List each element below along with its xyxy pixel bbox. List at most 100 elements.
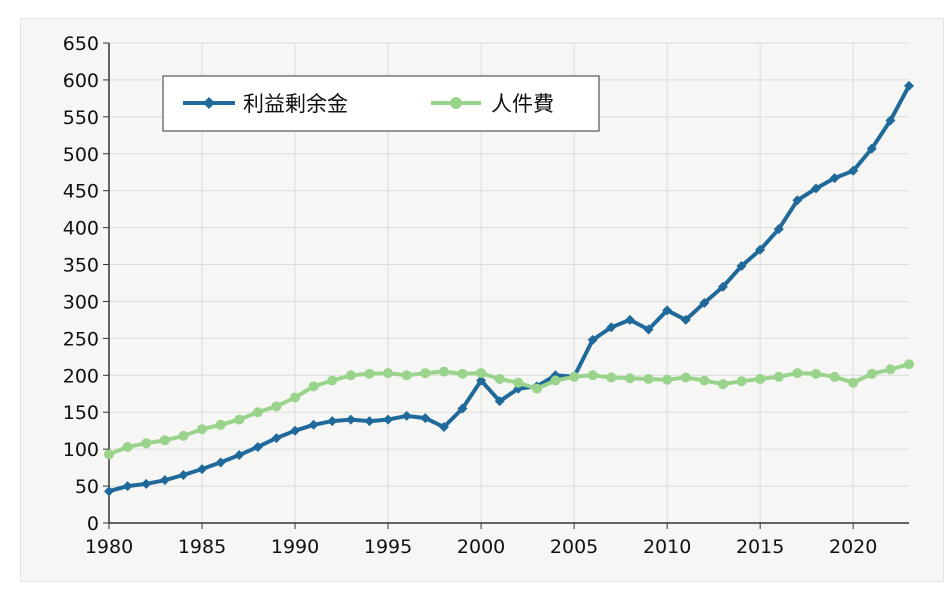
- point-0-42: [885, 115, 896, 126]
- legend-label-1: 人件費: [491, 92, 554, 116]
- point-0-38: [810, 183, 821, 194]
- series-line-1: [108, 362, 910, 457]
- legend-box: [162, 75, 600, 132]
- point-1-3: [159, 435, 170, 446]
- point-0-15: [383, 414, 394, 425]
- legend: 利益剰余金 人件費: [162, 75, 600, 132]
- y-tick-label-13: 650: [63, 33, 99, 55]
- point-1-28: [624, 373, 635, 384]
- point-1-36: [773, 371, 784, 382]
- y-tick-label-7: 350: [63, 255, 99, 277]
- point-1-10: [290, 392, 301, 403]
- point-1-5: [197, 424, 208, 435]
- point-0-39: [829, 173, 840, 184]
- point-1-16: [401, 370, 412, 381]
- point-1-38: [810, 368, 821, 379]
- point-1-12: [327, 375, 338, 386]
- point-1-34: [736, 376, 747, 387]
- point-0-18: [438, 422, 449, 432]
- legend-marker-0: [203, 97, 215, 109]
- point-1-43: [904, 359, 914, 370]
- point-0-41: [866, 143, 877, 154]
- point-0-21: [494, 396, 505, 407]
- y-tick-label-0: 0: [87, 513, 99, 535]
- point-1-29: [643, 374, 654, 384]
- point-1-15: [383, 368, 394, 379]
- point-0-9: [271, 433, 282, 444]
- x-tick-label-1: 1985: [178, 536, 226, 558]
- chart-frame: 0 50 100 150 200 250 300 350 400 450 500 550 600 650 …: [20, 18, 944, 582]
- y-tick-label-6: 300: [63, 291, 99, 313]
- point-1-39: [829, 371, 840, 382]
- y-tick-label-8: 400: [63, 218, 99, 240]
- point-0-33: [717, 281, 728, 292]
- point-1-24: [550, 375, 561, 386]
- point-1-33: [717, 379, 728, 390]
- y-tick-label-11: 550: [63, 107, 99, 129]
- x-tick-label-6: 2010: [643, 536, 691, 558]
- point-1-40: [848, 377, 859, 388]
- point-1-37: [792, 368, 803, 379]
- point-1-13: [345, 370, 356, 381]
- y-axis-ticks: 0 50 100 150 200 250 300 350 400 450 500 550 600 650: [63, 33, 109, 535]
- x-tick-label-0: 1980: [85, 536, 133, 558]
- point-0-37: [792, 195, 803, 206]
- y-tick-label-3: 150: [63, 402, 99, 424]
- y-tick-label-9: 450: [63, 181, 99, 203]
- point-1-17: [420, 368, 431, 379]
- point-1-20: [476, 368, 487, 379]
- point-1-6: [215, 419, 226, 430]
- point-0-34: [736, 261, 747, 272]
- x-tick-label-3: 1995: [364, 536, 412, 558]
- point-1-31: [680, 372, 691, 383]
- point-0-5: [197, 464, 208, 475]
- point-0-6: [215, 457, 226, 468]
- y-tick-label-10: 500: [63, 144, 99, 166]
- point-1-1: [122, 441, 133, 452]
- point-0-11: [308, 419, 319, 430]
- point-0-14: [364, 416, 375, 427]
- point-1-18: [438, 366, 449, 377]
- point-0-16: [401, 410, 412, 421]
- point-0-2: [141, 478, 152, 489]
- y-tick-label-2: 100: [63, 439, 99, 461]
- point-0-20: [476, 375, 487, 386]
- point-0-0: [104, 486, 114, 497]
- point-1-11: [308, 381, 319, 392]
- x-tick-label-7: 2015: [736, 536, 784, 558]
- point-0-10: [290, 425, 301, 436]
- point-0-4: [178, 470, 189, 480]
- point-0-7: [234, 450, 245, 461]
- point-0-31: [680, 314, 691, 325]
- x-tick-label-8: 2020: [829, 536, 877, 558]
- point-1-27: [606, 372, 617, 383]
- point-1-0: [104, 449, 114, 460]
- line-chart: 050100150200250300350400450500550600650 …: [63, 33, 914, 558]
- point-0-28: [624, 314, 635, 325]
- point-0-1: [122, 481, 133, 492]
- point-0-30: [662, 305, 673, 316]
- point-0-13: [345, 414, 356, 425]
- y-tick-label-4: 200: [63, 365, 99, 387]
- point-1-21: [494, 374, 505, 384]
- point-0-43: [904, 80, 914, 91]
- point-1-22: [513, 377, 524, 388]
- y-tick-label-1: 50: [75, 476, 99, 498]
- point-1-2: [141, 438, 152, 449]
- x-tick-label-4: 2000: [457, 536, 505, 558]
- series-group: [104, 80, 914, 497]
- y-tick-label-5: 250: [63, 328, 99, 350]
- point-0-3: [159, 475, 170, 486]
- point-0-29: [643, 324, 654, 335]
- point-1-14: [364, 368, 375, 379]
- series-0: [104, 80, 914, 497]
- point-1-30: [662, 374, 673, 385]
- point-0-27: [606, 322, 617, 333]
- point-0-32: [699, 297, 710, 308]
- point-1-26: [587, 370, 598, 381]
- point-1-19: [457, 368, 468, 379]
- point-0-12: [327, 416, 338, 427]
- x-tick-label-2: 1990: [271, 536, 319, 558]
- series-line-0: [108, 84, 911, 494]
- series-1: [104, 359, 914, 460]
